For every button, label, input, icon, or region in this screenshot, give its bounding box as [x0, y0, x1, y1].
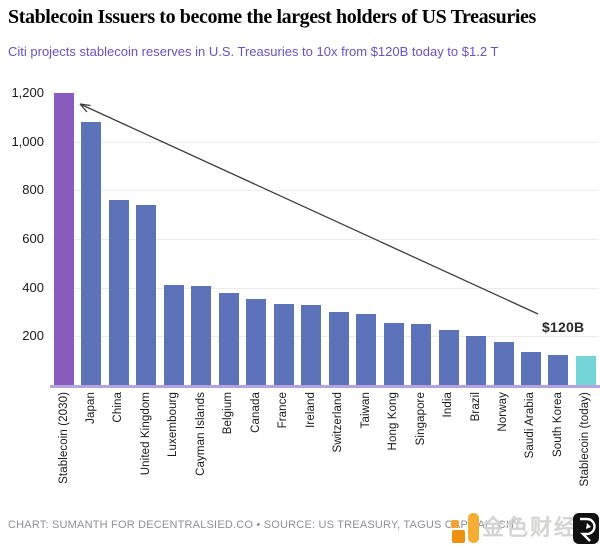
bar	[81, 122, 102, 385]
bar	[163, 285, 184, 385]
y-tick-label: 400	[22, 279, 44, 295]
bar	[356, 314, 377, 385]
x-tick-label: Hong Kong	[387, 392, 400, 451]
x-tick-label: Canada	[249, 392, 262, 433]
bar	[301, 304, 322, 385]
x-tick-label: Japan	[84, 392, 97, 424]
x-tick: Canada	[246, 392, 266, 504]
x-tick-label: Ireland	[304, 392, 317, 428]
x-tick-label: China	[112, 392, 125, 423]
y-tick-label: 200	[22, 328, 44, 344]
x-tick-label: Saudi Arabia	[524, 392, 537, 459]
bar	[54, 93, 74, 385]
x-tick: Taiwan	[356, 392, 376, 504]
bar	[136, 204, 157, 385]
x-tick-label: Singapore	[414, 392, 427, 446]
bar	[438, 329, 459, 385]
x-tick: Singapore	[411, 392, 431, 504]
y-tick-label: 600	[22, 231, 44, 246]
bar	[575, 355, 596, 385]
bar	[493, 341, 514, 385]
bars	[52, 93, 598, 385]
x-tick: Hong Kong	[384, 392, 404, 504]
bar	[548, 354, 569, 385]
bar-chart: 200 400 600 800 1,000 1,200 Stablecoin (2030)…	[0, 80, 600, 510]
x-tick: Switzerland	[329, 392, 349, 504]
bar	[246, 299, 267, 385]
source-credit: CHART: SUMANTH FOR DECENTRALSIED.CO • SO…	[8, 519, 520, 531]
x-tick-label: Switzerland	[332, 392, 345, 453]
x-tick-label: South Korea	[551, 392, 564, 458]
x-tick: Japan	[81, 392, 101, 504]
x-tick: Norway	[494, 392, 514, 504]
logo-block	[467, 513, 479, 543]
bar	[520, 352, 541, 385]
x-tick: Ireland	[301, 392, 321, 504]
x-tick-label: France	[277, 392, 290, 429]
bar	[328, 311, 349, 385]
y-tick-label: 1,000	[11, 133, 44, 149]
jinse-finance-logo-icon	[450, 512, 479, 544]
chart-title: Stablecoin Issuers to become the largest…	[8, 6, 536, 28]
value-annotation: $120B	[542, 319, 585, 335]
x-tick-label: Belgium	[222, 392, 235, 435]
x-tick: Cayman Islands	[191, 392, 211, 504]
x-tick: South Korea	[548, 392, 568, 504]
x-axis-labels: Stablecoin (2030) Japan China United Kingdo…	[52, 392, 598, 504]
decentralised-logo-icon	[573, 513, 599, 544]
x-tick-label: United Kingdom	[139, 392, 152, 476]
watermark-text: 金色财经	[481, 515, 578, 540]
x-tick: United Kingdom	[136, 392, 156, 504]
logo-block	[450, 520, 459, 528]
x-tick: Brazil	[466, 392, 486, 504]
bar	[218, 293, 239, 385]
x-tick-label: Cayman Islands	[194, 392, 207, 476]
x-tick: Stablecoin (today)	[576, 392, 596, 504]
logo-block	[451, 530, 465, 543]
chart-subtitle: Citi projects stablecoin reserves in U.S…	[8, 44, 499, 59]
x-tick: Luxembourg	[164, 392, 184, 504]
x-tick-label: Stablecoin (2030)	[57, 392, 70, 484]
x-tick: France	[274, 392, 294, 504]
x-tick-label: India	[442, 392, 455, 418]
x-tick-label: Stablecoin (today)	[579, 392, 592, 487]
y-tick-label: 800	[22, 182, 44, 198]
x-tick-label: Brazil	[469, 392, 482, 422]
x-tick-label: Luxembourg	[167, 392, 180, 457]
bar	[191, 286, 212, 385]
x-tick: Saudi Arabia	[521, 392, 541, 504]
bar	[273, 303, 294, 385]
x-axis-baseline	[50, 385, 600, 388]
bar	[108, 200, 129, 385]
gridline	[52, 336, 598, 338]
x-tick-label: Norway	[497, 392, 509, 432]
x-tick: India	[439, 392, 459, 504]
bar	[466, 335, 487, 385]
x-tick: Stablecoin (2030)	[54, 392, 74, 504]
bar	[411, 324, 432, 385]
watermark: 金色财经	[450, 510, 600, 546]
y-tick-label: 1,200	[11, 85, 44, 100]
x-tick: China	[109, 392, 129, 504]
bar	[383, 322, 404, 385]
x-tick-label: Taiwan	[359, 392, 372, 429]
x-tick: Belgium	[219, 392, 239, 504]
